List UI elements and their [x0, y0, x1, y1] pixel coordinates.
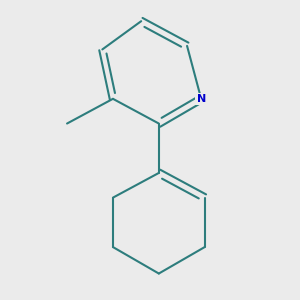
Text: N: N — [196, 94, 206, 104]
